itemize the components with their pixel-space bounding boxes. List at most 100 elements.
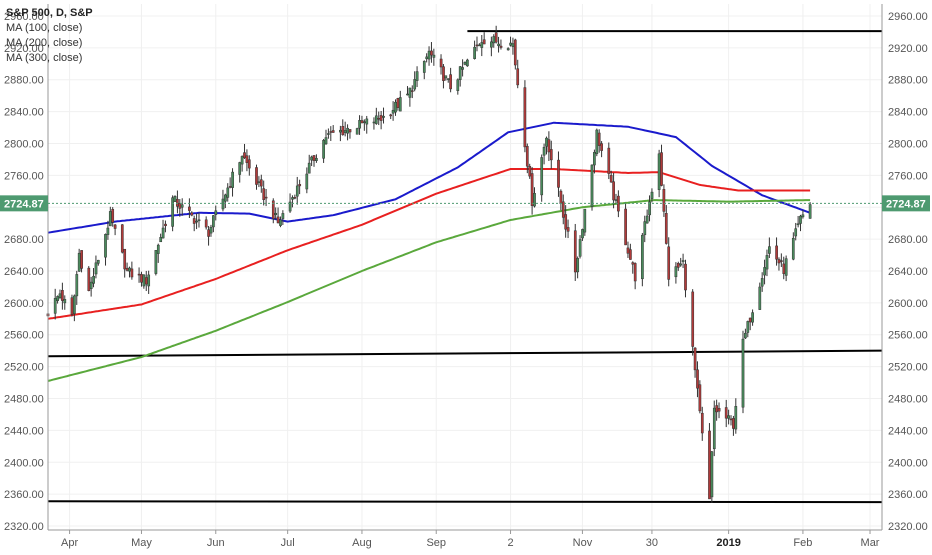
candle-body: [782, 263, 786, 274]
candle-up: [461, 59, 464, 77]
candle-up: [106, 220, 110, 240]
candle-down: [717, 402, 721, 419]
candle-body: [291, 197, 294, 200]
candle-up: [650, 188, 654, 203]
legend-ma100[interactable]: MA (100, close): [6, 22, 83, 34]
ma100-line: [47, 121, 811, 234]
candle-down: [360, 115, 364, 124]
candle-body: [360, 120, 364, 124]
candle-body: [463, 61, 467, 65]
legend-ma200[interactable]: MA (200, close): [6, 37, 83, 49]
candle-down: [549, 140, 553, 169]
candle-body: [125, 267, 129, 271]
grid: [48, 4, 882, 530]
candle-body: [676, 263, 680, 268]
candle-up: [425, 53, 429, 63]
candle-up: [681, 253, 685, 269]
x-tick-label: Sep: [426, 537, 446, 549]
candle-down: [475, 36, 479, 52]
candle-down: [708, 423, 711, 500]
candle-up: [108, 206, 112, 227]
candle-up: [128, 266, 131, 278]
candle-body: [63, 299, 67, 304]
candle-body: [379, 115, 383, 121]
y-tick-label-right: 2400.00: [888, 457, 928, 469]
candle-body: [178, 203, 182, 209]
candle-body: [595, 129, 599, 155]
candle-down: [782, 256, 786, 280]
candle-body: [331, 130, 335, 133]
candle-up: [305, 167, 309, 194]
candle-up: [746, 320, 750, 338]
candle-body: [343, 130, 347, 133]
candle-body: [415, 71, 419, 81]
candle-down: [626, 241, 630, 258]
candle-up: [509, 36, 512, 47]
candle-body: [293, 197, 297, 199]
candle-body: [768, 246, 771, 254]
candle-down: [612, 172, 615, 209]
candle-down: [530, 166, 534, 215]
candle-body: [557, 159, 560, 188]
candle-down: [80, 250, 83, 273]
candle-up: [408, 87, 412, 107]
candle-body: [578, 239, 582, 257]
candle-body: [288, 201, 292, 212]
candle-body: [255, 167, 258, 185]
candle-down: [691, 289, 695, 356]
candle-down: [525, 143, 529, 174]
candle-body: [315, 158, 318, 161]
candle-body: [674, 266, 678, 278]
candle-down: [624, 202, 627, 246]
candle-body: [298, 184, 302, 187]
candle-body: [684, 263, 687, 291]
candle-body: [329, 131, 333, 133]
candle-body: [446, 78, 450, 80]
candle-body: [271, 200, 275, 219]
candle-up: [291, 195, 294, 208]
candle-body: [760, 278, 764, 287]
symbol-title[interactable]: S&P 500, D, S&P: [6, 7, 93, 19]
candle-up: [142, 274, 146, 289]
y-tick-label-right: 2320.00: [888, 521, 928, 533]
candle-body: [188, 206, 191, 211]
x-tick-label: 2: [507, 537, 513, 549]
candle-up: [466, 58, 469, 67]
candle-body: [660, 152, 663, 186]
candle-body: [593, 152, 596, 166]
candles: [46, 25, 812, 503]
legend-ma300[interactable]: MA (300, close): [6, 52, 83, 64]
candle-body: [533, 193, 536, 207]
candle-up: [581, 228, 584, 241]
candle-body: [650, 191, 654, 199]
candle-body: [377, 118, 381, 120]
y-tick-label-right: 2880.00: [888, 75, 928, 87]
candle-body: [75, 274, 79, 297]
candle-down: [482, 32, 486, 45]
candle-up: [209, 224, 213, 237]
candle-body: [542, 146, 546, 156]
last-price-tag-right: [882, 195, 930, 212]
candle-up: [322, 138, 325, 163]
x-tick-label: Jul: [281, 537, 295, 549]
candle-body: [513, 39, 517, 66]
candle-body: [664, 213, 668, 244]
y-tick-label-right: 2680.00: [888, 234, 928, 246]
candle-body: [346, 127, 349, 134]
candle-body: [410, 90, 414, 92]
candle-body: [482, 39, 486, 45]
candle-body: [262, 188, 266, 200]
candle-up: [422, 60, 426, 80]
candle-down: [123, 248, 127, 278]
candle-body: [597, 132, 601, 146]
candle-down: [113, 223, 117, 236]
candle-down: [341, 119, 345, 136]
candle-up: [444, 75, 448, 81]
candle-body: [144, 277, 148, 285]
candle-body: [449, 74, 452, 90]
candle-up: [231, 168, 234, 197]
y-tick-label-left: 2440.00: [4, 425, 44, 437]
candle-body: [456, 79, 460, 91]
candle-up: [446, 78, 450, 83]
